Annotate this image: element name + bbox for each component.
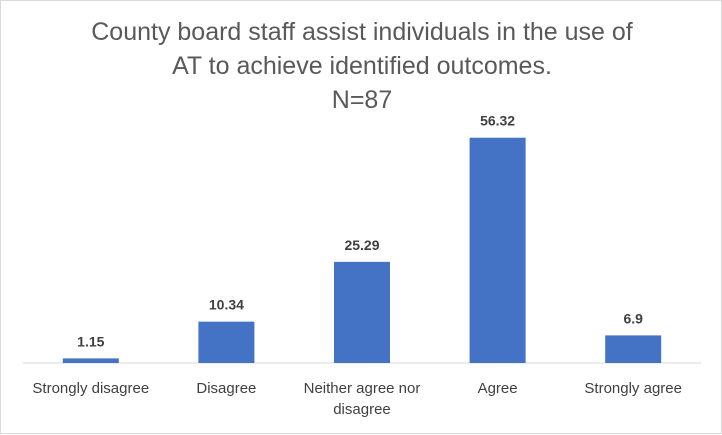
bar xyxy=(334,261,390,363)
bar xyxy=(62,358,119,363)
data-label: 56.32 xyxy=(480,113,515,129)
category-label: Agree xyxy=(478,380,518,397)
data-label: 6.9 xyxy=(623,310,643,326)
bar xyxy=(469,137,526,363)
data-label: 25.29 xyxy=(344,237,379,253)
category-label: disagree xyxy=(333,401,391,418)
chart-title-line-3: N=87 xyxy=(331,86,393,114)
data-label: 1.15 xyxy=(77,333,104,349)
category-label: Strongly disagree xyxy=(32,380,149,397)
bar xyxy=(605,335,662,363)
category-label: Disagree xyxy=(196,380,256,397)
data-label: 10.34 xyxy=(209,297,244,313)
category-label: Strongly agree xyxy=(584,380,682,397)
chart-title: County board staff assist individuals in… xyxy=(1,15,722,117)
chart-title-line-1: County board staff assist individuals in… xyxy=(91,18,633,46)
chart-title-line-2: AT to achieve identified outcomes. xyxy=(172,52,552,80)
bar xyxy=(198,321,255,363)
category-label: Neither agree nor xyxy=(304,380,421,397)
